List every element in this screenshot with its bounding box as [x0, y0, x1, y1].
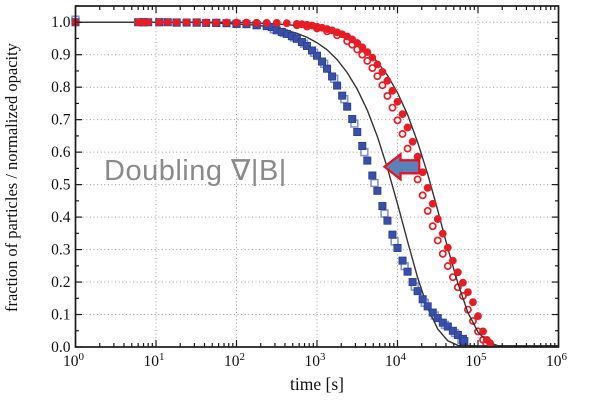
svg-text:0.4: 0.4: [51, 209, 71, 226]
svg-text:100: 100: [63, 351, 85, 370]
series-normal-gradient-filled-circles: [71, 18, 494, 348]
doubling-arrow-icon: [382, 151, 421, 182]
y-axis-label: fraction of particles / normalized opaci…: [2, 43, 21, 313]
svg-text:1.0: 1.0: [51, 14, 71, 31]
annotation-doubling-gradient: Doubling ∇|B|: [104, 155, 287, 187]
svg-text:0.0: 0.0: [51, 339, 71, 356]
svg-text:0.7: 0.7: [51, 112, 71, 129]
svg-text:102: 102: [224, 351, 245, 370]
axis-ticks: [74, 5, 560, 348]
svg-text:104: 104: [385, 351, 407, 370]
svg-text:105: 105: [466, 351, 488, 370]
svg-text:106: 106: [546, 351, 568, 370]
svg-text:0.6: 0.6: [51, 144, 71, 161]
svg-text:101: 101: [144, 351, 165, 370]
x-axis-label: time [s]: [290, 374, 344, 394]
tick-labels: 0.0 0.1 0.2 0.3 0.4 0.5 0.6 0.7 0.8 0.9 1.0 100 101 1…: [51, 14, 567, 370]
svg-text:0.9: 0.9: [51, 47, 71, 64]
svg-text:103: 103: [305, 351, 327, 370]
svg-text:0.1: 0.1: [51, 307, 70, 324]
gridlines: [75, 6, 559, 347]
svg-text:0.3: 0.3: [51, 242, 71, 259]
svg-text:0.8: 0.8: [51, 79, 71, 96]
svg-text:0.5: 0.5: [51, 177, 71, 194]
svg-text:0.2: 0.2: [51, 274, 70, 291]
